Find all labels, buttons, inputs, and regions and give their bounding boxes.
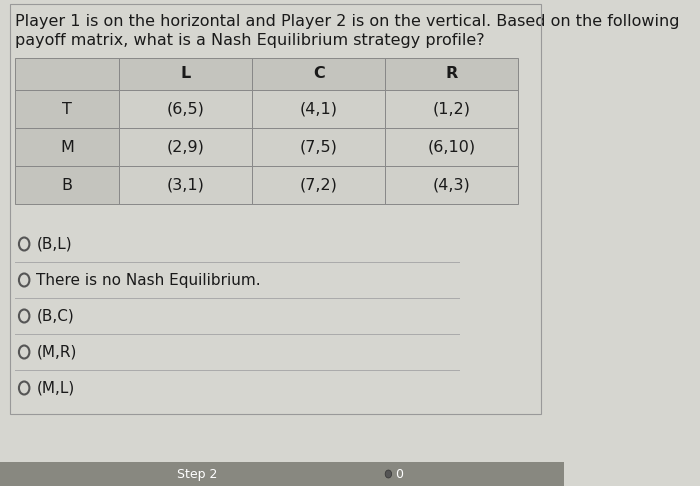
Text: B: B [62, 177, 72, 192]
Text: (7,2): (7,2) [300, 177, 337, 192]
Text: (M,R): (M,R) [36, 345, 76, 360]
Bar [119, 90, 252, 128]
Text: T: T [62, 102, 72, 117]
Circle shape [385, 470, 391, 478]
Bar [119, 58, 252, 90]
Bar [385, 128, 518, 166]
Bar [119, 128, 252, 166]
Bar [385, 90, 518, 128]
Text: 0: 0 [395, 468, 402, 481]
Text: (B,L): (B,L) [36, 237, 72, 251]
Bar [15, 128, 119, 166]
Text: (1,2): (1,2) [433, 102, 470, 117]
Text: Step 2: Step 2 [177, 468, 218, 481]
Bar [0, 462, 564, 486]
Text: (4,3): (4,3) [433, 177, 470, 192]
Text: C: C [313, 67, 325, 82]
Bar [252, 128, 385, 166]
Text: (B,C): (B,C) [36, 309, 74, 324]
Text: (M,L): (M,L) [36, 381, 74, 396]
Bar [10, 4, 542, 414]
Bar [119, 166, 252, 204]
Text: (2,9): (2,9) [167, 139, 204, 155]
Text: Player 1 is on the horizontal and Player 2 is on the vertical. Based on the foll: Player 1 is on the horizontal and Player… [15, 14, 679, 29]
Text: L: L [181, 67, 191, 82]
Bar [15, 58, 119, 90]
Bar [252, 58, 385, 90]
Bar [385, 166, 518, 204]
Text: (7,5): (7,5) [300, 139, 337, 155]
Bar [15, 90, 119, 128]
Text: (3,1): (3,1) [167, 177, 204, 192]
Text: payoff matrix, what is a Nash Equilibrium strategy profile?: payoff matrix, what is a Nash Equilibriu… [15, 33, 484, 48]
Text: M: M [60, 139, 74, 155]
Text: (6,10): (6,10) [428, 139, 476, 155]
Text: (6,5): (6,5) [167, 102, 204, 117]
Text: There is no Nash Equilibrium.: There is no Nash Equilibrium. [36, 273, 261, 288]
Bar [385, 58, 518, 90]
Bar [252, 166, 385, 204]
Bar [15, 166, 119, 204]
Text: R: R [445, 67, 458, 82]
Text: (4,1): (4,1) [300, 102, 337, 117]
Bar [252, 90, 385, 128]
